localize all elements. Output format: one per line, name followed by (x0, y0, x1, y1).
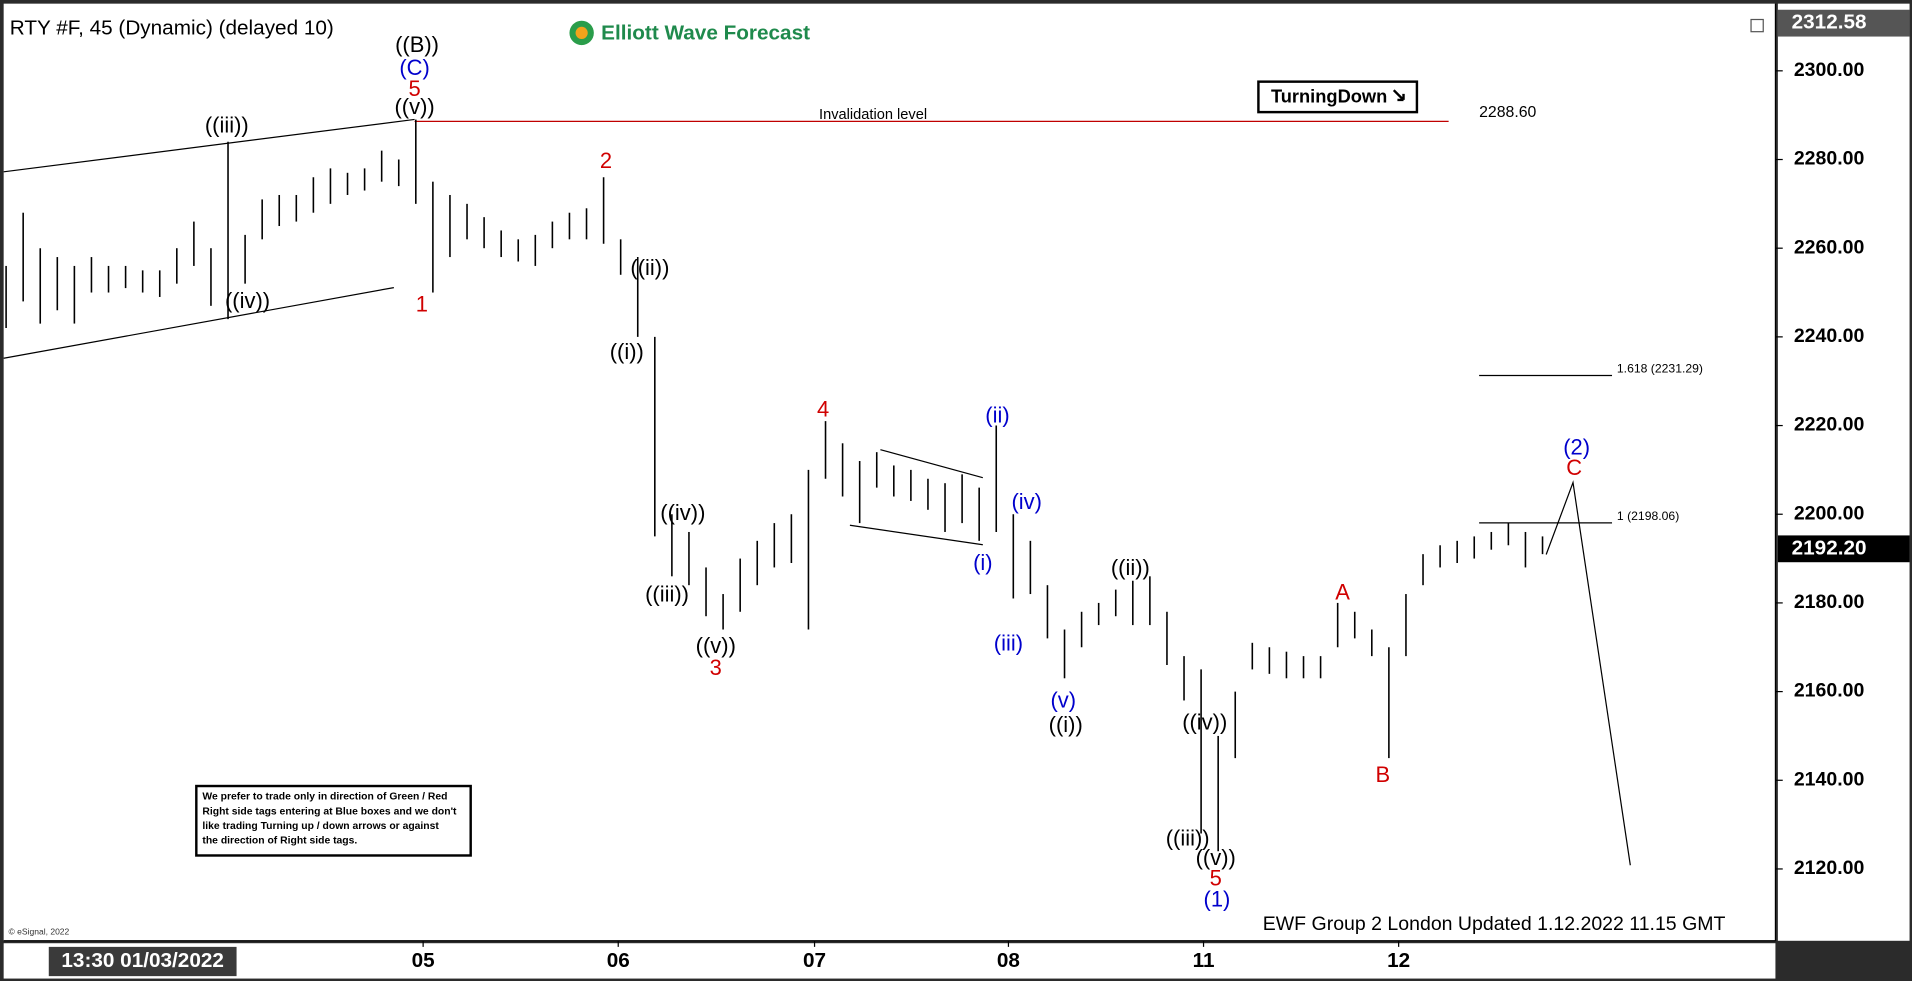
channel-line (3, 286, 394, 359)
level-label: 2288.60 (1479, 104, 1536, 121)
copyright: © eSignal, 2022 (9, 927, 70, 937)
wave-label: ((v)) (696, 633, 736, 658)
logo: Elliott Wave Forecast (569, 20, 810, 46)
last-price-box (1777, 535, 1910, 563)
tag-text: TurningDown (1271, 85, 1387, 106)
wave-label: (iv) (1011, 489, 1041, 514)
wave-label: ((v)) (394, 94, 434, 119)
price-axis (1777, 3, 1910, 941)
brand: Elliott Wave Forecast (601, 22, 810, 45)
cursor-time: 13:30 01/03/2022 (61, 949, 224, 972)
wave-label: C (1566, 455, 1582, 480)
plot-area (3, 3, 1776, 941)
wave-label: ((ii)) (1111, 555, 1150, 580)
note-line: Right side tags entering at Blue boxes a… (202, 806, 457, 817)
wave-label: ((ii)) (630, 255, 669, 280)
tag-arrow (1392, 89, 1405, 102)
triangle-line (849, 524, 983, 546)
wave-label: 2 (600, 148, 612, 173)
logo-icon (575, 26, 588, 39)
note-line: like trading Turning up / down arrows or… (202, 821, 439, 832)
y-tick-label: 2200.00 (1794, 502, 1865, 524)
y-tick-label: 2140.00 (1794, 768, 1865, 790)
wave-label: ((i)) (1049, 712, 1083, 737)
wave-label: (i) (973, 550, 993, 575)
wave-label: A (1335, 579, 1350, 604)
wave-label: 3 (710, 655, 722, 680)
wave-label: 5 (408, 76, 420, 101)
channel-line (3, 118, 415, 173)
tag-box (1257, 80, 1419, 114)
high-price-label: 2312.58 (1792, 11, 1867, 34)
wave-label: 5 (1210, 866, 1222, 891)
x-tick-label: 11 (1193, 949, 1215, 972)
y-tick-label: 2280.00 (1794, 148, 1865, 170)
footer: EWF Group 2 London Updated 1.12.2022 11.… (1263, 913, 1726, 935)
cursor-box (48, 946, 237, 977)
wave-label: (ii) (985, 403, 1009, 428)
wave-label: 1 (416, 292, 428, 317)
wave-label: B (1375, 762, 1390, 787)
level-label: 1.618 (2231.29) (1617, 362, 1703, 376)
wave-label: ((iv)) (660, 500, 705, 525)
x-tick-label: 12 (1387, 949, 1410, 972)
x-tick-label: 06 (607, 949, 630, 972)
triangle-line (880, 449, 983, 479)
wave-label: (iii) (994, 630, 1023, 655)
last-price-label: 2192.20 (1792, 536, 1867, 559)
wave-label: (C) (399, 55, 429, 80)
y-tick-label: 2120.00 (1794, 857, 1865, 879)
y-tick-label: 2300.00 (1794, 59, 1865, 81)
level-label: 1 (2198.06) (1617, 509, 1679, 523)
wave-label: ((iv)) (1182, 710, 1227, 735)
x-tick-label: 08 (997, 949, 1020, 972)
wave-label: (1) (1204, 886, 1231, 911)
note-box (195, 784, 472, 857)
y-tick-label: 2260.00 (1794, 236, 1865, 258)
x-tick-label: 07 (803, 949, 826, 972)
wave-label: 4 (817, 396, 829, 421)
wave-label: ((iv)) (225, 288, 270, 313)
note-line: the direction of Right side tags. (202, 836, 357, 847)
wave-label: ((i)) (610, 339, 644, 364)
projection-line (1545, 480, 1631, 866)
y-tick-label: 2220.00 (1794, 414, 1865, 436)
wave-label: (v) (1051, 688, 1077, 713)
chart-title: RTY #F, 45 (Dynamic) (delayed 10) (10, 17, 334, 40)
window-icon (1750, 18, 1764, 33)
level-name: Invalidation level (819, 107, 927, 123)
wave-label: ((iii)) (645, 582, 689, 607)
y-tick-label: 2240.00 (1794, 325, 1865, 347)
wave-label: ((iii)) (205, 113, 249, 138)
y-tick-label: 2180.00 (1794, 591, 1865, 613)
y-tick-label: 2160.00 (1794, 680, 1865, 702)
time-axis (3, 943, 1776, 979)
wave-label: ((iii)) (1166, 825, 1210, 850)
wave-label: ((v)) (1196, 845, 1236, 870)
wave-label: (2) (1563, 434, 1590, 459)
note-line: We prefer to trade only in direction of … (202, 792, 447, 803)
x-tick-label: 05 (412, 949, 435, 972)
high-price-box (1777, 9, 1910, 37)
wave-label: ((B)) (395, 32, 439, 57)
